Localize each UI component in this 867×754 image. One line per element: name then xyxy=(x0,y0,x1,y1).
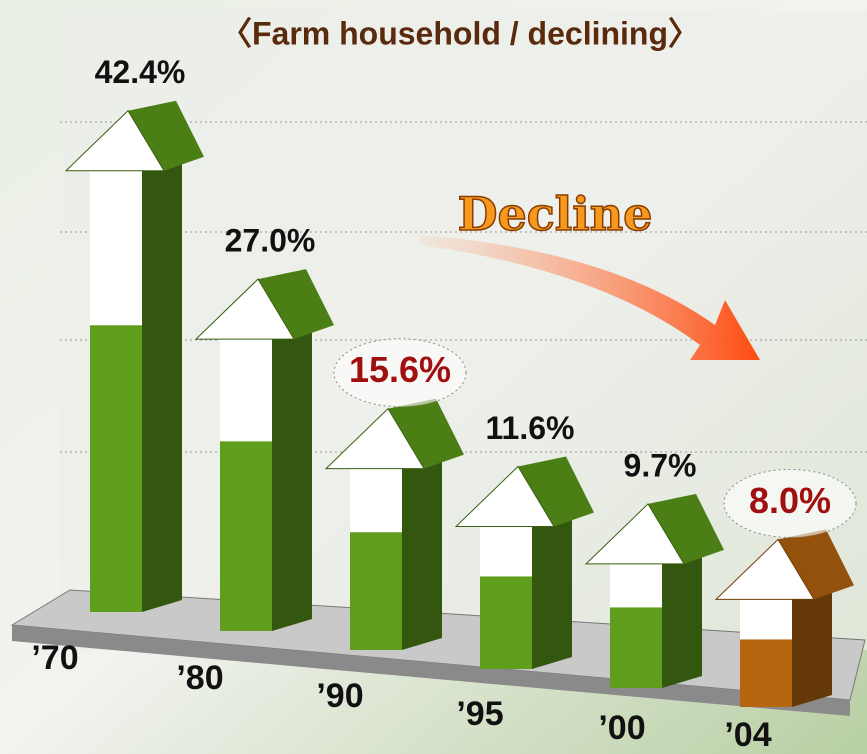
x-tick-label: ’95 xyxy=(456,695,503,733)
bar-side xyxy=(142,159,182,612)
bar-side xyxy=(662,552,702,688)
bar-front-lower xyxy=(610,607,662,688)
bar-front-upper xyxy=(220,339,272,441)
x-tick-label: ’80 xyxy=(176,659,223,697)
bar-front-lower xyxy=(220,441,272,631)
bar-front-upper xyxy=(740,599,792,639)
chart: Decline 〈Farm household / declining〉 42.… xyxy=(0,0,867,754)
bar-side xyxy=(792,587,832,707)
annotation: Decline xyxy=(458,187,653,241)
bar-side xyxy=(272,327,312,631)
bar-side xyxy=(532,514,572,669)
bar-front-upper xyxy=(350,469,402,532)
x-tick-label: ’04 xyxy=(724,716,771,754)
bar-front-upper xyxy=(480,526,532,576)
bar-front-lower xyxy=(350,532,402,650)
bar-front-upper xyxy=(610,564,662,607)
bar-front-lower xyxy=(480,576,532,669)
value-label: 11.6% xyxy=(486,410,575,446)
bar-front-lower xyxy=(90,325,142,612)
chart-title: 〈Farm household / declining〉 xyxy=(220,15,700,51)
bar-side xyxy=(402,457,442,650)
value-label: 8.0% xyxy=(749,480,831,521)
value-label: 15.6% xyxy=(349,349,451,390)
value-label: 9.7% xyxy=(624,447,697,483)
value-label: 42.4% xyxy=(95,54,186,90)
bar-front-upper xyxy=(90,171,142,325)
value-label: 27.0% xyxy=(225,223,316,259)
x-tick-label: ’70 xyxy=(31,639,78,677)
bar-front-lower xyxy=(740,639,792,707)
x-tick-label: ’00 xyxy=(598,709,645,747)
x-tick-label: ’90 xyxy=(316,677,363,715)
